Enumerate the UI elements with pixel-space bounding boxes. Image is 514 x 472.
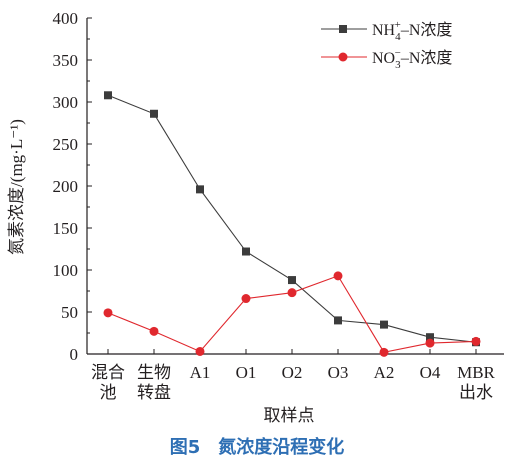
legend-label-base: NO	[372, 50, 395, 67]
legend-marker-circle	[338, 52, 348, 62]
y-tick-label: 50	[61, 303, 78, 322]
legend-label-subscript: 4	[395, 31, 401, 43]
y-axis-ticks: 0 50 100 150 200 250 300 350 400	[53, 9, 92, 364]
x-tick-label: 池	[100, 383, 117, 402]
y-tick-label: 250	[53, 135, 79, 154]
y-tick-label: 300	[53, 93, 79, 112]
legend-label-superscript: −	[395, 47, 401, 59]
x-tick-label: A1	[190, 363, 211, 382]
x-tick-label: O2	[282, 363, 303, 382]
data-point-square	[334, 316, 342, 325]
y-tick-label: 350	[53, 51, 79, 70]
legend-label: NO3−–N浓度	[372, 47, 452, 71]
data-point-circle	[241, 294, 251, 304]
y-tick-label: 150	[53, 219, 79, 238]
axes	[86, 18, 504, 355]
data-point-square	[196, 185, 204, 194]
figure-caption: 图5 氮浓度沿程变化	[170, 436, 345, 458]
y-tick-label: 200	[53, 177, 79, 196]
legend-label-superscript: +	[395, 19, 401, 31]
legend-marker-square	[339, 25, 347, 33]
data-point-circle	[287, 288, 297, 298]
series-layer	[103, 91, 481, 357]
data-point-circle	[103, 308, 113, 318]
y-axis-title: 氮素浓度/(mg·L⁻¹)	[7, 119, 26, 255]
legend-label-suffix: –N浓度	[400, 49, 453, 67]
data-point-square	[104, 91, 112, 100]
x-tick-label: A2	[374, 363, 395, 382]
data-point-square	[288, 276, 296, 285]
x-tick-label: O1	[236, 363, 257, 382]
y-tick-label: 100	[53, 261, 79, 280]
series-line	[107, 275, 477, 353]
legend-label-suffix: –N浓度	[400, 21, 453, 39]
data-point-square	[242, 247, 250, 256]
x-tick-label: 混合	[91, 363, 125, 382]
y-tick-label: 0	[70, 345, 79, 364]
series-line	[107, 94, 477, 343]
x-tick-label: O4	[420, 363, 441, 382]
x-tick-label: O3	[328, 363, 349, 382]
data-point-circle	[379, 347, 389, 357]
data-point-circle	[333, 271, 343, 281]
legend-label-base: NH	[372, 22, 396, 39]
legend-label: NH4+–N浓度	[372, 19, 452, 43]
x-tick-label: 出水	[459, 383, 493, 402]
legend-label-subscript: 3	[395, 59, 401, 71]
data-point-circle	[425, 338, 435, 348]
x-tick-label: MBR	[457, 363, 495, 382]
data-point-circle	[149, 326, 159, 336]
x-tick-label: 转盘	[137, 383, 171, 402]
data-point-square	[380, 320, 388, 329]
data-point-circle	[195, 346, 205, 356]
data-point-square	[426, 333, 434, 342]
series-1	[104, 91, 480, 347]
data-point-square	[150, 109, 158, 118]
data-point-circle	[471, 336, 481, 346]
y-tick-label: 400	[53, 9, 79, 28]
series-2	[103, 271, 481, 357]
x-tick-label: 生物	[137, 363, 171, 382]
x-axis-title: 取样点	[264, 406, 315, 425]
